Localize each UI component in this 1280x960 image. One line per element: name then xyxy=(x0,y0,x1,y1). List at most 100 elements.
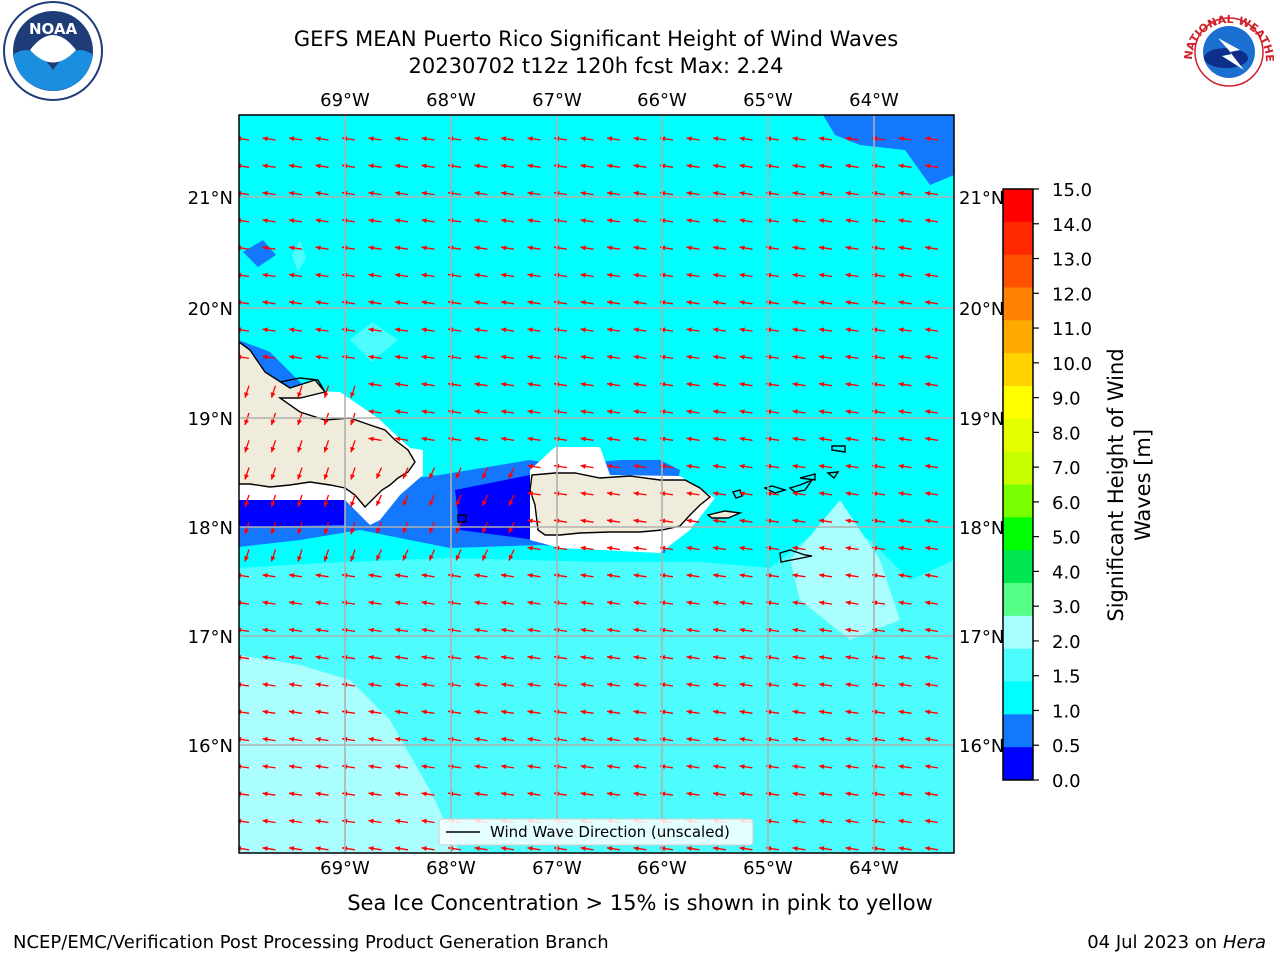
wind-wave-arrow xyxy=(421,627,435,633)
wind-wave-arrow xyxy=(686,600,700,606)
wind-wave-arrow xyxy=(845,709,859,715)
wind-wave-arrow xyxy=(633,491,647,497)
wind-wave-arrow xyxy=(288,327,303,333)
wind-wave-arrow xyxy=(633,272,647,278)
wind-wave-arrow xyxy=(739,491,753,497)
wind-wave-arrow xyxy=(898,545,912,551)
wind-wave-arrow xyxy=(818,573,833,579)
colorbar-segment xyxy=(1003,681,1033,715)
map-frame xyxy=(238,114,955,854)
wind-wave-arrow xyxy=(368,736,382,742)
wind-wave-arrow xyxy=(500,327,515,333)
wind-wave-arrow xyxy=(633,300,647,306)
wind-wave-arrow xyxy=(500,791,515,797)
wind-wave-arrow xyxy=(288,573,303,579)
wind-wave-arrow xyxy=(898,190,912,196)
wind-wave-arrow xyxy=(288,190,303,196)
wind-wave-arrow xyxy=(686,682,700,688)
wind-wave-arrow xyxy=(244,549,250,562)
wind-wave-arrow xyxy=(421,573,435,579)
wind-wave-arrow xyxy=(633,682,647,688)
wind-wave-arrow xyxy=(421,818,435,824)
wind-wave-arrow xyxy=(474,300,488,306)
wind-wave-arrow xyxy=(474,218,488,224)
wind-wave-arrow xyxy=(792,300,806,306)
wind-wave-arrow xyxy=(421,682,435,688)
wind-wave-arrow xyxy=(315,818,329,824)
colorbar-frame xyxy=(1002,188,1034,781)
wind-wave-arrow xyxy=(315,600,329,606)
wind-wave-arrow xyxy=(421,136,435,142)
wind-wave-arrow xyxy=(818,818,833,824)
colorbar-tick-label: 13.0 xyxy=(1052,250,1092,271)
wind-wave-arrow xyxy=(394,600,409,606)
wind-wave-arrow xyxy=(792,218,806,224)
wind-wave-arrow xyxy=(606,463,621,469)
wind-wave-arrow xyxy=(633,436,647,442)
footer-date-text: 04 Jul 2023 on xyxy=(1087,932,1223,953)
wind-wave-arrow xyxy=(712,436,727,442)
wind-wave-arrow xyxy=(527,518,541,524)
wind-wave-arrow xyxy=(527,682,541,688)
wind-wave-arrow xyxy=(244,494,250,508)
colorbar-tick-label: 4.0 xyxy=(1052,562,1081,583)
wind-wave-arrow xyxy=(580,136,594,142)
wind-wave-arrow xyxy=(323,467,330,480)
wind-wave-arrow xyxy=(792,682,806,688)
wind-wave-arrow xyxy=(792,846,806,852)
wind-wave-arrow xyxy=(712,518,727,524)
wind-wave-arrow xyxy=(580,736,594,742)
wind-wave-arrow xyxy=(315,791,329,797)
chart-title: GEFS MEAN Puerto Rico Significant Height… xyxy=(293,27,899,51)
wind-wave-arrow xyxy=(633,709,647,715)
wind-wave-arrow xyxy=(421,272,435,278)
wind-wave-arrow xyxy=(375,549,383,561)
wind-wave-arrow xyxy=(845,818,859,824)
wind-wave-arrow xyxy=(818,436,833,442)
wind-wave-arrow xyxy=(633,600,647,606)
wind-wave-arrow xyxy=(712,682,727,688)
wind-wave-arrow xyxy=(262,300,276,306)
wind-wave-arrow xyxy=(394,218,409,224)
wind-wave-arrow xyxy=(394,163,409,169)
wind-wave-arrow xyxy=(792,272,806,278)
wave-band-2.0-3.0 xyxy=(239,655,460,853)
wind-wave-arrow xyxy=(712,491,727,497)
wind-wave-arrow xyxy=(262,600,276,606)
wind-wave-arrow xyxy=(297,494,303,508)
wind-wave-arrow xyxy=(818,136,833,142)
wind-wave-arrow xyxy=(633,163,647,169)
wind-wave-arrow xyxy=(712,764,727,770)
wind-wave-arrow xyxy=(455,549,462,561)
land-hispaniola-cape xyxy=(279,377,326,393)
wind-wave-arrow xyxy=(924,764,939,770)
wind-wave-arrow xyxy=(315,300,329,306)
wind-wave-arrow xyxy=(924,409,939,415)
wind-wave-arrow xyxy=(686,409,700,415)
wind-wave-arrow xyxy=(244,467,250,480)
wind-wave-arrow xyxy=(924,682,939,688)
wind-wave-arrow xyxy=(712,245,727,251)
wind-wave-arrow xyxy=(924,573,939,579)
wind-wave-arrow xyxy=(288,600,303,606)
wind-wave-arrow xyxy=(606,764,621,770)
wind-wave-arrow xyxy=(898,354,912,360)
wind-wave-arrow xyxy=(580,218,594,224)
wind-wave-arrow xyxy=(527,736,541,742)
wind-wave-arrow xyxy=(712,272,727,278)
wind-wave-arrow xyxy=(818,190,833,196)
wind-wave-arrow xyxy=(297,440,303,453)
wind-wave-arrow xyxy=(898,409,912,415)
wind-wave-arrow xyxy=(845,327,859,333)
wind-wave-arrow xyxy=(845,163,859,169)
wind-wave-arrow xyxy=(606,354,621,360)
colorbar-segment xyxy=(1003,550,1033,584)
land-st-croix xyxy=(779,549,813,563)
wind-wave-arrow xyxy=(606,190,621,196)
wave-band-0.5-1.0-nw xyxy=(243,240,276,267)
wind-wave-arrow xyxy=(739,218,753,224)
wind-wave-arrow xyxy=(845,791,859,797)
wind-wave-arrow xyxy=(845,736,859,742)
wind-wave-arrow xyxy=(368,791,382,797)
colorbar-segment xyxy=(1003,451,1033,485)
